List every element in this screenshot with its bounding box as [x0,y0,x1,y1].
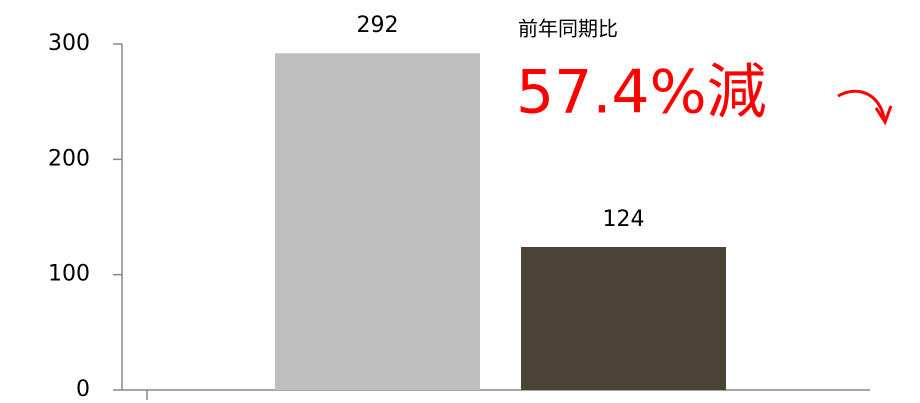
annotation-caption: 前年同期比 [518,17,618,41]
value-label: 124 [603,207,645,232]
bar [521,246,726,390]
y-tick-label: 200 [48,146,90,171]
y-tick-label: 100 [48,262,90,287]
annotation-change: 57.4%減 [516,58,767,128]
decrease-arrowhead [874,105,893,126]
decrease-arrow [837,89,886,119]
value-label: 292 [357,13,399,38]
bar [275,53,480,391]
y-tick-label: 0 [76,377,90,402]
y-tick-label: 300 [48,31,90,56]
